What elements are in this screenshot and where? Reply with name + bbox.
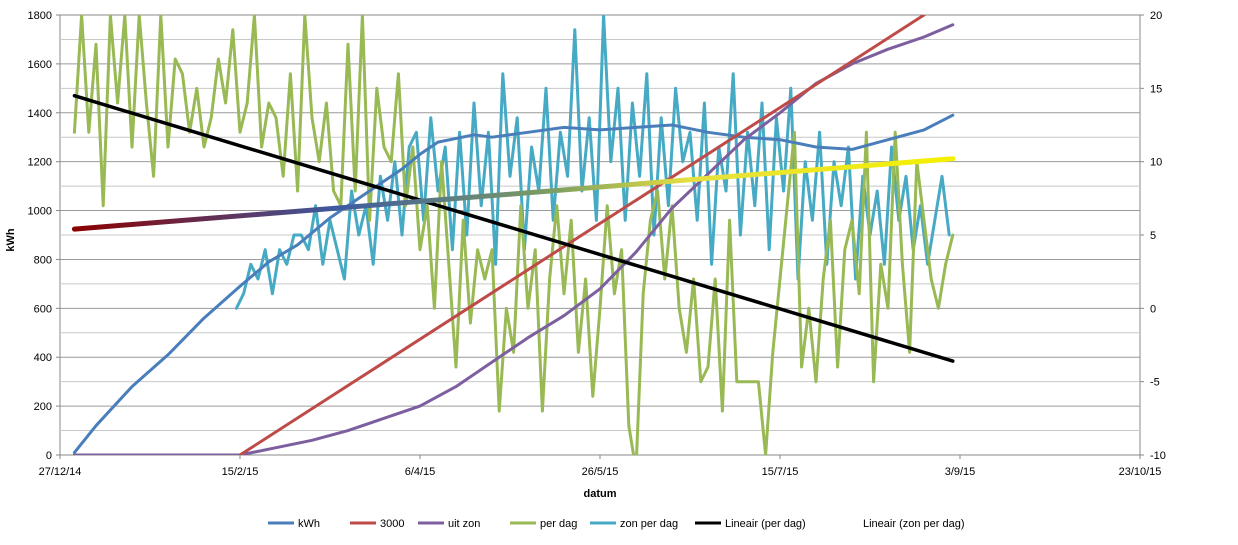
y-tick-label: 0 <box>46 450 52 462</box>
y-tick-label: 1600 <box>28 59 52 71</box>
y-tick-label: 1200 <box>28 157 52 169</box>
series-line-zon-per-dag <box>234 15 951 310</box>
legend-label: kWh <box>298 518 320 530</box>
x-tick-label: 3/9/15 <box>945 466 976 478</box>
legend-label: 3000 <box>380 518 404 530</box>
y2-tick-label: 10 <box>1150 157 1162 169</box>
y2-tick-label: -5 <box>1150 377 1160 389</box>
x-tick-label: 23/10/15 <box>1119 466 1162 478</box>
series-line-lineair-zon-per-dag <box>71 156 956 232</box>
y2-tick-label: 5 <box>1150 230 1156 242</box>
y2-tick-label: 0 <box>1150 303 1156 315</box>
legend-label: uit zon <box>448 518 480 530</box>
series-line-3000 <box>238 15 926 455</box>
x-axis-title: datum <box>584 488 617 500</box>
y2-tick-label: -10 <box>1150 450 1166 462</box>
y-tick-label: 200 <box>34 401 52 413</box>
y-tick-label: 1000 <box>28 206 52 218</box>
series-line-kwh <box>72 113 955 455</box>
x-tick-label: 27/12/14 <box>39 466 82 478</box>
y-tick-label: 600 <box>34 303 52 315</box>
x-tick-label: 6/4/15 <box>405 466 436 478</box>
y-tick-label: 1400 <box>28 108 52 120</box>
legend-label: zon per dag <box>620 518 678 530</box>
x-tick-label: 15/7/15 <box>762 466 799 478</box>
y-tick-label: 1800 <box>28 10 52 22</box>
legend-label: per dag <box>540 518 577 530</box>
series-group <box>71 15 956 455</box>
legend-label: Lineair (per dag) <box>725 518 806 530</box>
y2-tick-label: 20 <box>1150 10 1162 22</box>
series-line-lineair-per-dag <box>72 93 955 363</box>
legend: kWh 3000 uit zon per dag zon per dag Lineair … <box>268 518 965 530</box>
y-axis-title: kWh <box>5 228 17 252</box>
y2-tick-label: 15 <box>1150 83 1162 95</box>
legend-label: Lineair (zon per dag) <box>863 518 965 530</box>
axes: 0 200 400 600 800 1000 1200 1400 1600 1800 -10 -5 0 5… <box>28 10 1166 478</box>
x-tick-label: 15/2/15 <box>222 466 259 478</box>
x-tick-label: 26/5/15 <box>582 466 619 478</box>
y-tick-label: 800 <box>34 254 52 266</box>
y-tick-label: 400 <box>34 352 52 364</box>
series-line-per-dag <box>72 15 955 455</box>
